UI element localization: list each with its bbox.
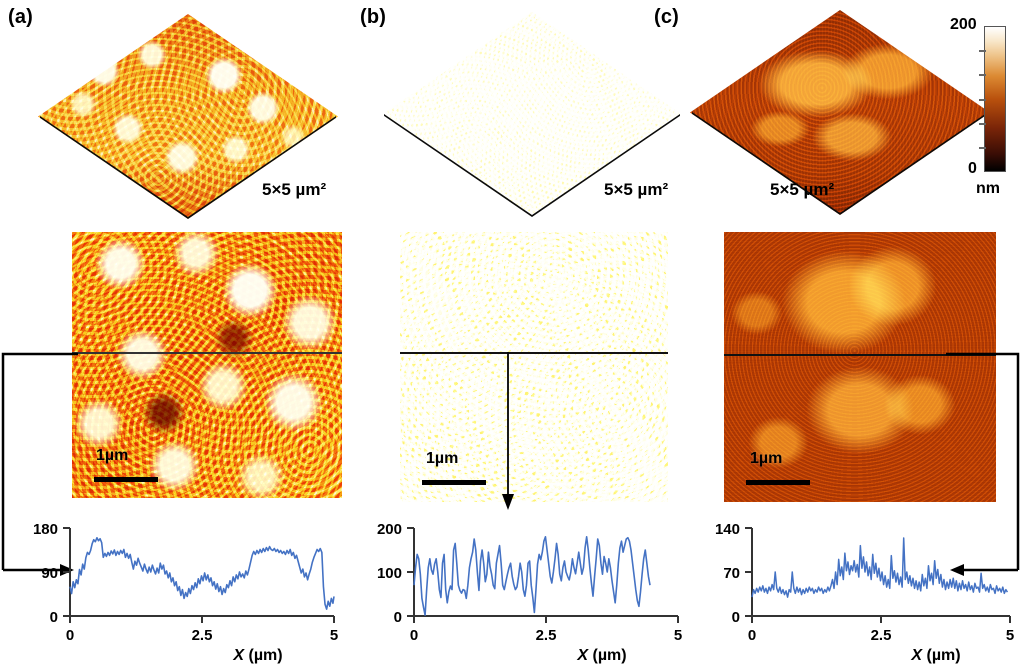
colorbar-tick-2	[979, 74, 986, 76]
chart-a-xtick-2: 5	[330, 627, 338, 644]
line-profile-chart-b: 200 100 0 0 2.5 5 X (µm)	[352, 518, 688, 665]
chart-a-ytick-max: 180	[33, 521, 58, 538]
chart-b-ytick-max: 200	[377, 521, 402, 538]
chart-b-xtick-1: 2.5	[536, 627, 557, 644]
panel-label-c: (c)	[654, 6, 680, 28]
scale-bar-label-c: 1µm	[750, 450, 783, 467]
chart-a-series	[69, 536, 335, 610]
chart-b-xlabel: X (µm)	[576, 647, 626, 664]
connector-c	[944, 352, 1024, 577]
height-colorbar	[979, 26, 1006, 172]
panel-label-b: (b)	[360, 6, 387, 28]
chart-a-ytick-min: 0	[50, 609, 58, 626]
afm-3d-baseline-c	[690, 10, 990, 215]
chart-a-xtick-1: 2.5	[192, 627, 213, 644]
chart-b-series	[413, 535, 651, 616]
chart-a-xtick-0: 0	[66, 627, 74, 644]
chart-b-xtick-0: 0	[410, 627, 418, 644]
chart-c-xtick-0: 0	[748, 627, 756, 644]
scale-bar-label-a: 1µm	[96, 447, 129, 464]
chart-c-ytick-max: 140	[715, 521, 740, 538]
afm-3d-image-b	[382, 12, 682, 217]
colorbar-unit-label: nm	[976, 180, 1000, 197]
chart-c-xtick-2: 5	[1006, 627, 1014, 644]
chart-a-xlabel: X (µm)	[232, 647, 282, 664]
chart-a-axes	[63, 527, 335, 623]
afm-3d-image-a	[38, 14, 338, 219]
colorbar-tick-3	[979, 99, 986, 101]
profile-line-c	[724, 354, 996, 356]
colorbar-tick-5	[979, 147, 986, 149]
chart-b-ytick-mid: 100	[377, 565, 402, 582]
profile-line-b	[400, 352, 668, 354]
line-profile-chart-c: 140 70 0 0 2.5 5 X (µm)	[690, 518, 1024, 665]
afm-2d-image-a: 1µm	[72, 232, 342, 498]
chart-c-axes	[745, 527, 1011, 623]
scale-bar-b	[422, 480, 486, 485]
chart-b-ytick-min: 0	[394, 609, 402, 626]
colorbar-min-label: 0	[968, 160, 977, 177]
chart-b-xtick-2: 5	[674, 627, 682, 644]
scale-bar-a	[94, 477, 158, 482]
scale-bar-label-b: 1µm	[426, 450, 459, 467]
chart-c-series	[751, 537, 1009, 598]
chart-b-axes	[407, 527, 679, 623]
line-profile-chart-a: 180 90 0 0 2.5 5 X (µm)	[8, 518, 344, 665]
afm-3d-image-c	[690, 10, 990, 215]
size-label-b: 5×5 µm²	[604, 180, 669, 199]
afm-2d-image-c: 1µm	[724, 232, 996, 502]
panel-label-a: (a)	[8, 6, 34, 28]
profile-line-a	[72, 352, 342, 354]
chart-c-xlabel: X (µm)	[910, 647, 960, 664]
size-label-a: 5×5 µm²	[262, 180, 327, 199]
colorbar-gradient	[984, 26, 1006, 172]
colorbar-tick-1	[979, 50, 986, 52]
chart-c-ytick-min: 0	[732, 609, 740, 626]
chart-c-ytick-mid: 70	[723, 565, 740, 582]
chart-a-ytick-mid: 90	[41, 565, 58, 582]
colorbar-max-label: 200	[950, 16, 977, 33]
scale-bar-c	[746, 480, 810, 485]
size-label-c: 5×5 µm²	[770, 180, 835, 199]
colorbar-tick-4	[979, 123, 986, 125]
afm-2d-image-b: 1µm	[400, 232, 668, 502]
chart-c-xtick-1: 2.5	[871, 627, 892, 644]
connector-b	[496, 352, 520, 512]
